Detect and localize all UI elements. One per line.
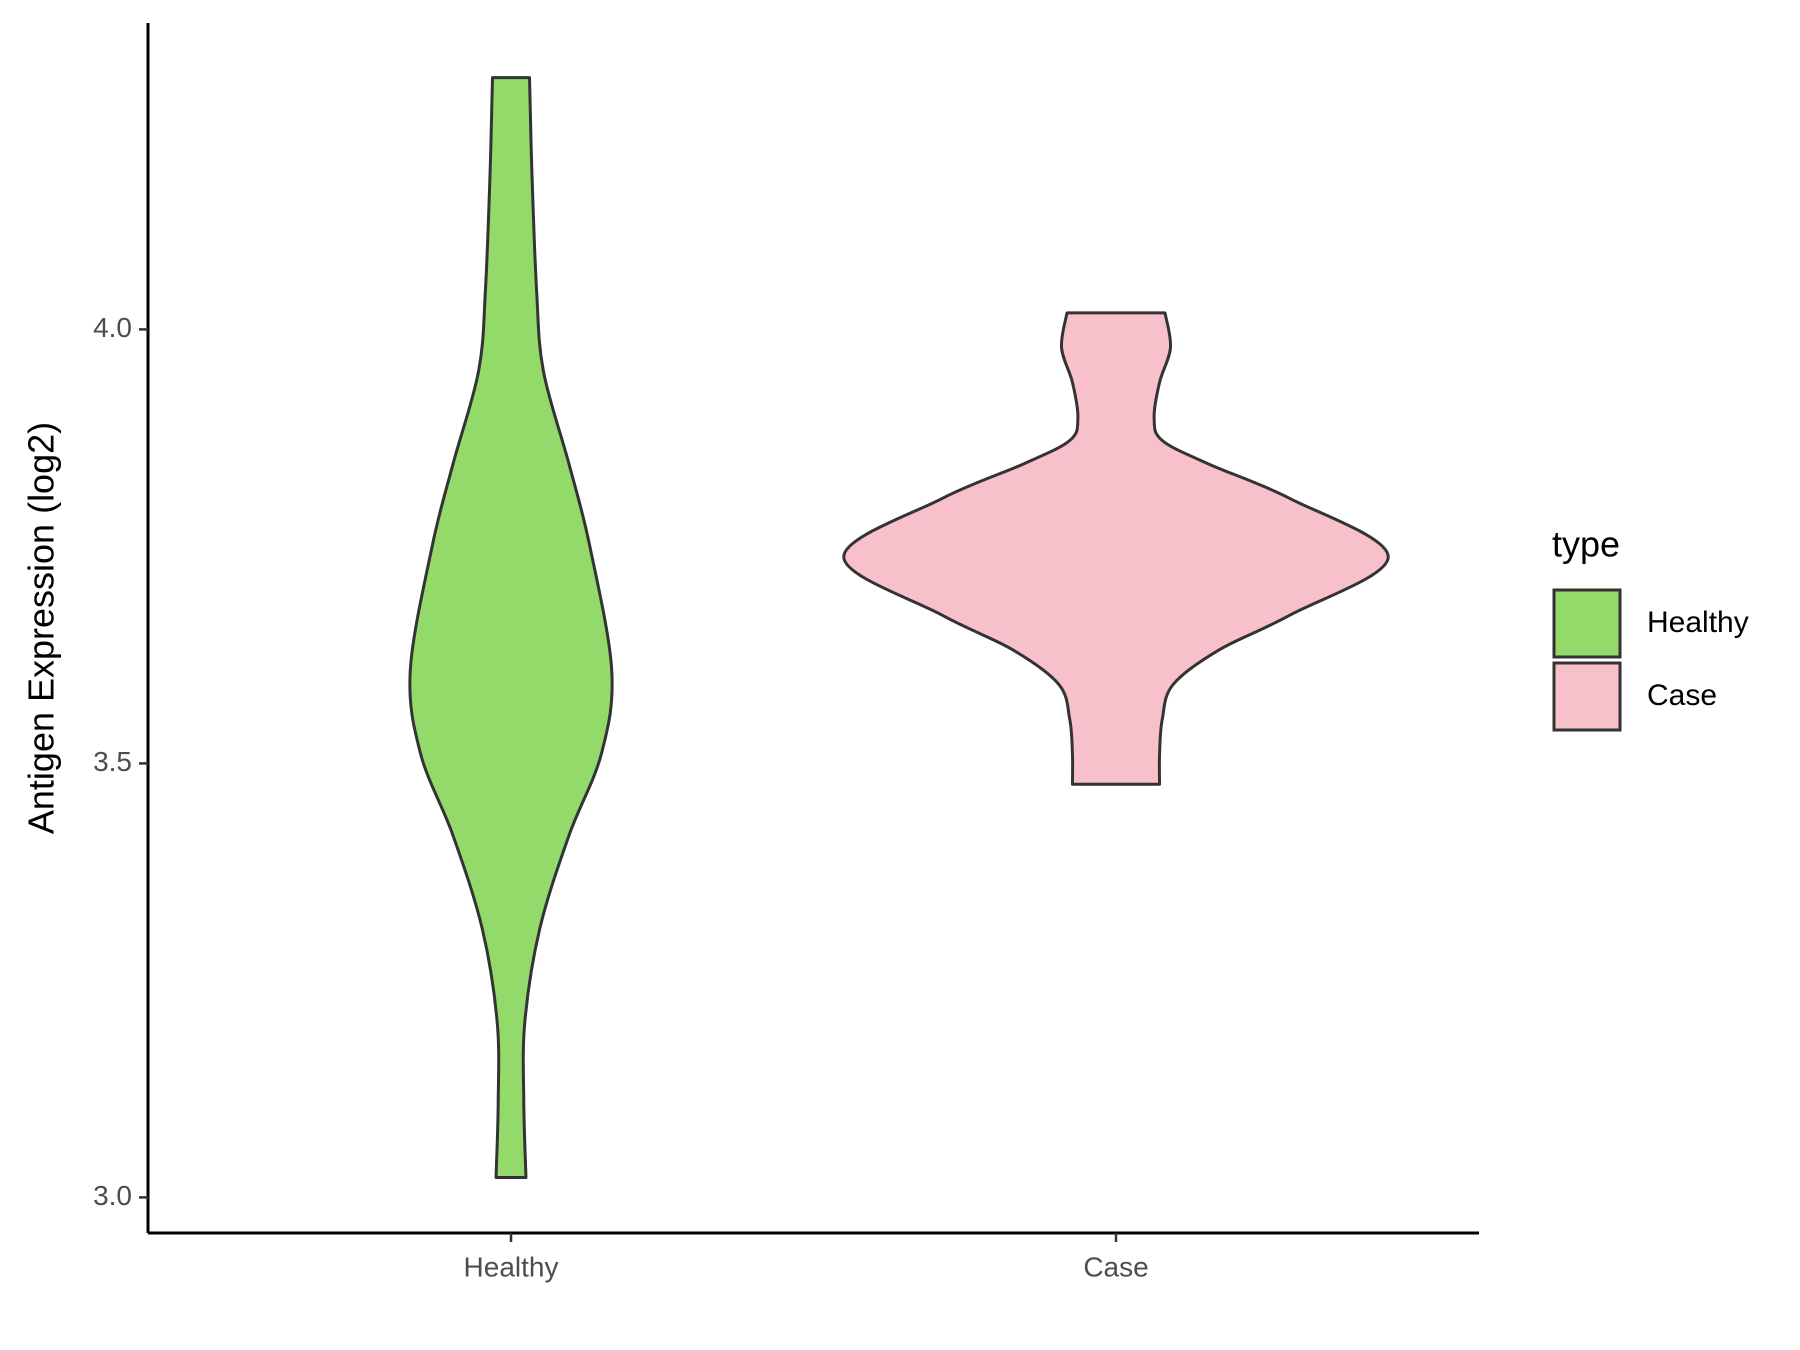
y-axis-title: Antigen Expression (log2) [21, 422, 62, 834]
violin [842, 311, 1390, 786]
legend-title: type [1552, 524, 1620, 565]
y-tick-label: 3.5 [93, 746, 132, 777]
x-tick-label: Healthy [464, 1251, 559, 1282]
x-tick-label: Case [1083, 1251, 1148, 1282]
legend-key [1552, 661, 1622, 732]
y-tick-label: 4.0 [93, 312, 132, 343]
legend-key [1552, 588, 1622, 659]
y-tick-label: 3.0 [93, 1180, 132, 1211]
legend-label: Healthy [1647, 606, 1749, 639]
legend-label: Case [1647, 679, 1717, 712]
violin [408, 76, 614, 1179]
